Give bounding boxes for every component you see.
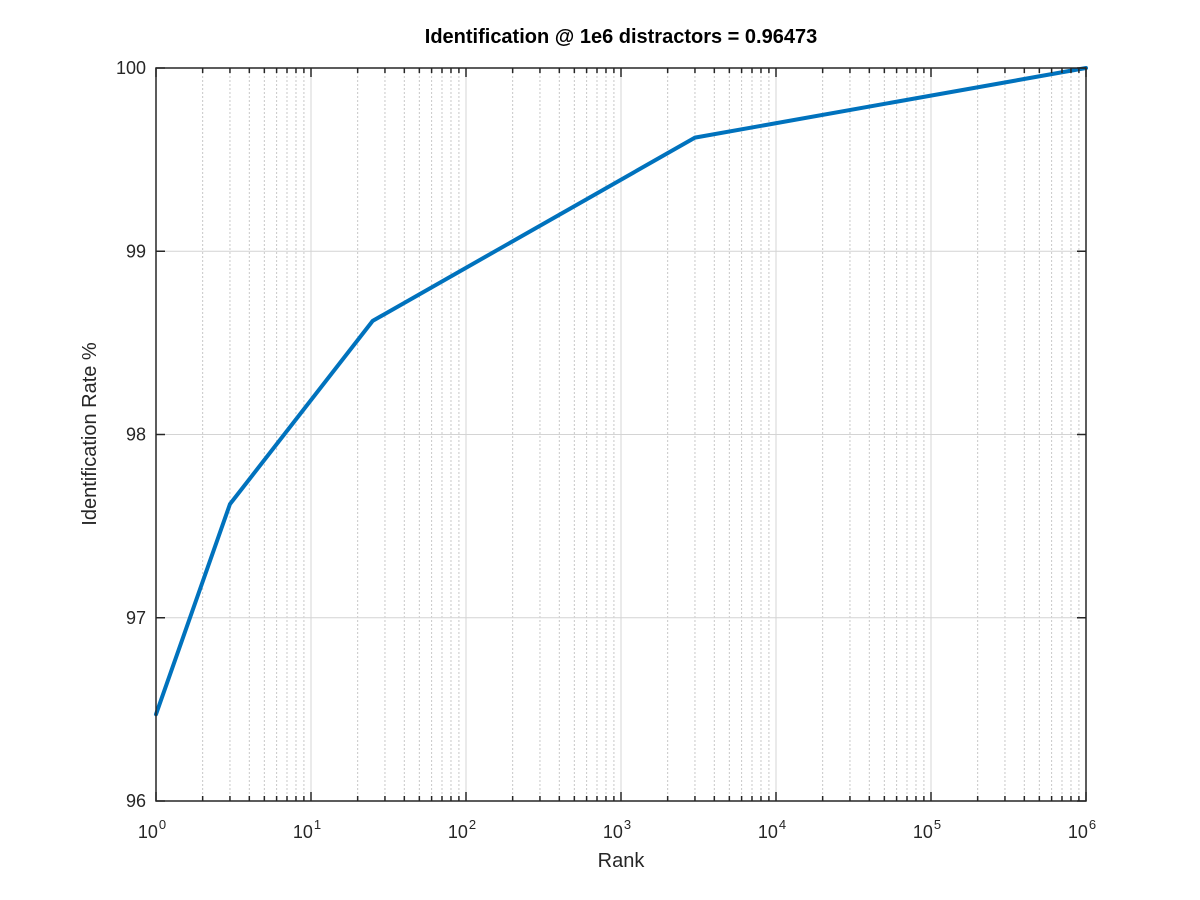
x-tick-label: 104 [758, 817, 786, 842]
y-axis-label: Identification Rate % [79, 342, 101, 526]
y-tick-labels: 96 97 98 99 100 [116, 58, 146, 811]
x-tick-label: 102 [448, 817, 476, 842]
plot-series [154, 66, 1088, 717]
y-tick-label: 100 [116, 58, 146, 78]
x-tick-label: 101 [293, 817, 321, 842]
y-tick-label: 98 [126, 425, 146, 445]
grid [156, 68, 1086, 801]
y-tick-label: 97 [126, 608, 146, 628]
y-tick-label: 96 [126, 791, 146, 811]
series-line [154, 66, 1088, 717]
x-axis-label: Rank [598, 850, 646, 872]
y-tick-label: 99 [126, 241, 146, 261]
x-tick-label: 105 [913, 817, 941, 842]
x-tick-label: 106 [1068, 817, 1096, 842]
x-tick-label: 100 [138, 817, 166, 842]
x-tick-label: 103 [603, 817, 631, 842]
chart-title: Identification @ 1e6 distractors = 0.964… [425, 26, 817, 48]
axis-ticks [155, 67, 1087, 802]
x-tick-labels: 100 101 102 103 104 105 106 [138, 817, 1096, 842]
